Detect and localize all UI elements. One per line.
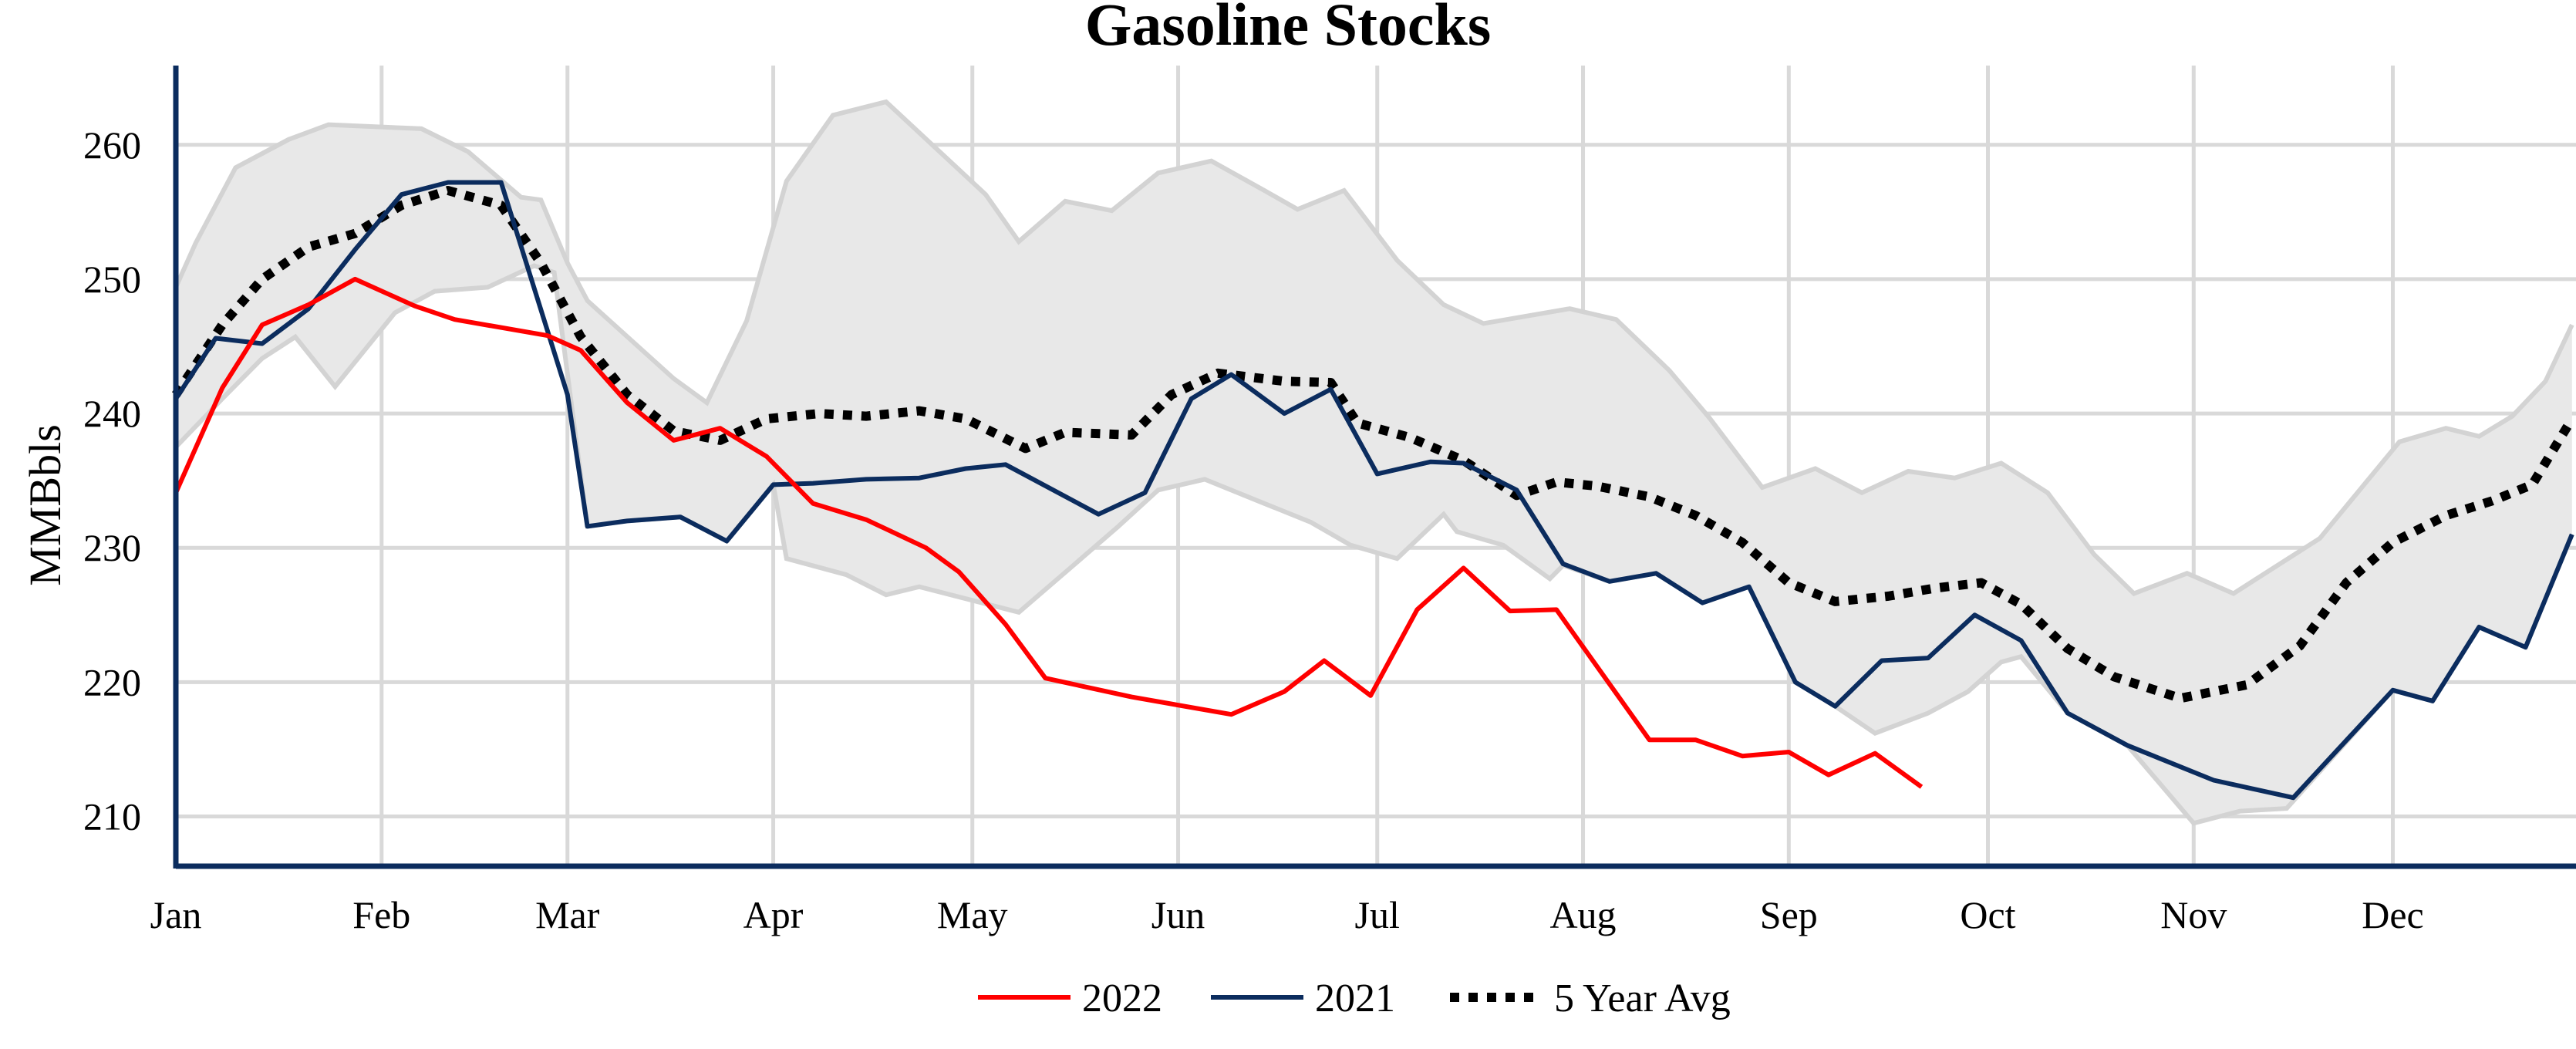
x-tick-label: Sep <box>1760 893 1818 936</box>
y-tick-label: 250 <box>83 258 141 301</box>
axes <box>173 66 2576 869</box>
series-line-2022 <box>174 276 1924 789</box>
x-tick-label: May <box>937 893 1008 936</box>
y-tick-label: 220 <box>83 660 141 703</box>
x-tick-label: Nov <box>2160 893 2227 936</box>
y-tick-label: 230 <box>83 526 141 569</box>
legend-label: 5 Year Avg <box>1554 976 1731 1020</box>
x-tick-label: Jun <box>1151 893 1205 936</box>
five-year-range-band <box>174 99 2574 826</box>
y-axis-label: MMBbls <box>20 424 70 586</box>
range-upper-line <box>174 99 2574 596</box>
range-band-fill <box>176 102 2572 824</box>
series-line-5-year-avg <box>172 186 2576 703</box>
x-tick-label: Feb <box>352 893 410 936</box>
legend: 2022 2021 5 Year Avg <box>978 976 1731 1020</box>
y-tick-label: 210 <box>83 795 141 838</box>
x-tick-label: Oct <box>1960 893 2015 936</box>
y-tick-label: 260 <box>83 123 141 167</box>
x-tick-label: Apr <box>743 893 804 936</box>
x-tick-label: Jul <box>1355 893 1400 936</box>
x-tick-label: Mar <box>535 893 600 936</box>
chart-title: Gasoline Stocks <box>1085 0 1492 58</box>
y-tick-label: 240 <box>83 392 141 435</box>
legend-label: 2022 <box>1082 976 1162 1020</box>
legend-label: 2021 <box>1315 976 1395 1020</box>
series-lines <box>172 180 2576 801</box>
x-tick-labels: Jan Feb Mar Apr May Jun Jul Aug Sep Oct Nov Dec <box>150 893 2424 936</box>
series-line-2021 <box>174 180 2574 801</box>
y-tick-labels: 210 220 230 240 250 260 <box>83 123 141 838</box>
x-tick-label: Dec <box>2362 893 2424 936</box>
x-tick-label: Jan <box>150 893 202 936</box>
x-tick-label: Aug <box>1549 893 1616 936</box>
